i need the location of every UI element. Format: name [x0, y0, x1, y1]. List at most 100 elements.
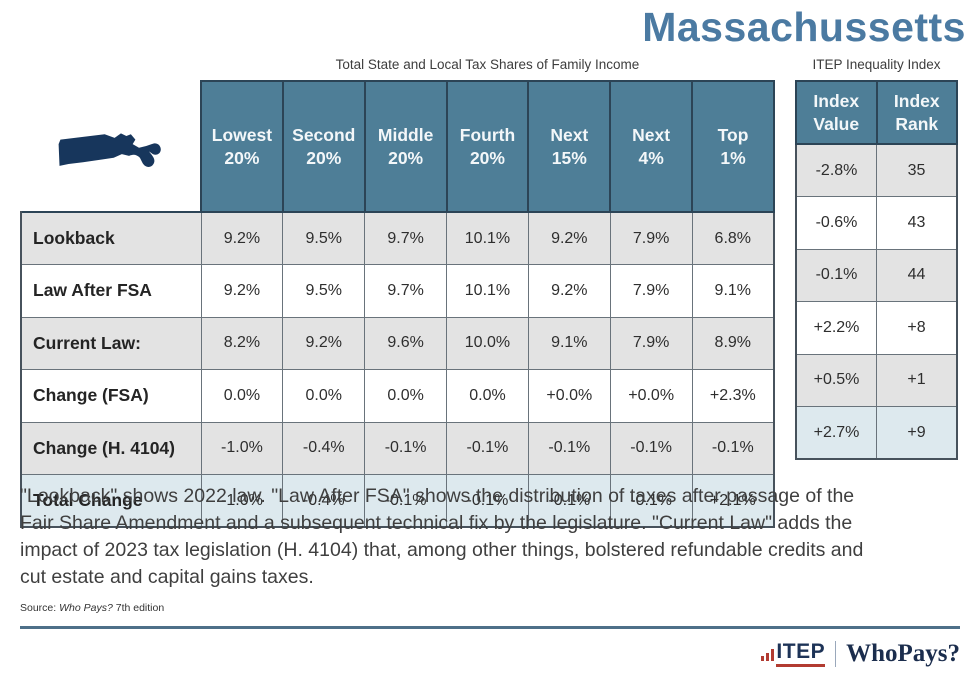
page-title: Massachussetts: [642, 4, 966, 50]
column-header: Lowest 20%: [200, 80, 284, 213]
column-header: Second 20%: [281, 80, 366, 213]
table-cell: 0.0%: [446, 369, 529, 423]
table-cell: 7.9%: [609, 211, 693, 265]
table-cell: -0.1%: [609, 421, 693, 475]
table-cell: 9.7%: [364, 211, 448, 265]
source-publication: Who Pays?: [59, 602, 113, 614]
table-row: -0.6% 43: [795, 196, 958, 250]
index-table: Index Value Index Rank -2.8% 35 -0.6% 43…: [795, 80, 958, 460]
index-rank-cell: +1: [876, 353, 958, 407]
itep-wordmark: ITEP: [776, 641, 826, 667]
table-cell: 6.8%: [691, 211, 775, 265]
table-cell: 9.2%: [527, 211, 611, 265]
table-cell: 9.6%: [364, 316, 448, 370]
table-cell: -0.1%: [364, 421, 448, 475]
table-cell: 8.2%: [200, 316, 284, 370]
table-cell: -0.1%: [446, 421, 529, 475]
source-suffix: 7th edition: [112, 602, 165, 614]
logo-separator: [835, 641, 837, 667]
index-rank-cell: 44: [876, 248, 958, 302]
index-rank-cell: 35: [876, 143, 958, 197]
index-value-cell: +2.2%: [795, 301, 877, 355]
table-cell: 10.1%: [446, 211, 529, 265]
index-value-cell: +0.5%: [795, 353, 877, 407]
column-header: Fourth 20%: [445, 80, 530, 213]
column-header: Next 15%: [527, 80, 612, 213]
itep-logo: ITEP: [761, 641, 826, 667]
row-label: Lookback: [20, 211, 202, 265]
table-cell: -0.4%: [282, 421, 366, 475]
table-cell: 9.7%: [364, 264, 448, 318]
table-caption-index: ITEP Inequality Index: [812, 57, 941, 72]
main-table: Lowest 20% Second 20% Middle 20% Fourth …: [20, 80, 775, 528]
table-cell: 0.0%: [282, 369, 366, 423]
table-row: Law After FSA 9.2% 9.5% 9.7% 10.1% 9.2% …: [20, 264, 775, 318]
table-row: +0.5% +1: [795, 353, 958, 407]
source-prefix: Source:: [20, 602, 60, 614]
table-cell: 10.1%: [446, 264, 529, 318]
index-value-cell: -2.8%: [795, 143, 877, 197]
table-row: Lookback 9.2% 9.5% 9.7% 10.1% 9.2% 7.9% …: [20, 211, 775, 265]
table-caption-main: Total State and Local Tax Shares of Fami…: [335, 57, 640, 72]
table-cell: 0.0%: [200, 369, 284, 423]
itep-bars-icon: [761, 649, 775, 667]
table-cell: -0.1%: [691, 421, 775, 475]
table-row: Change (H. 4104) -1.0% -0.4% -0.1% -0.1%…: [20, 421, 775, 475]
index-value-cell: -0.6%: [795, 196, 877, 250]
index-header-row: Index Value Index Rank: [795, 80, 958, 145]
footnote: "Lookback" shows 2022 law. "Law After FS…: [20, 485, 864, 588]
index-rank-cell: 43: [876, 196, 958, 250]
header-row: Lowest 20% Second 20% Middle 20% Fourth …: [21, 80, 775, 213]
table-cell: -0.1%: [609, 474, 693, 528]
table-cell: +2.3%: [691, 369, 775, 423]
whopays-wordmark: WhoPays?: [846, 640, 960, 667]
table-row: -0.1% 44: [795, 248, 958, 302]
row-label: Law After FSA: [20, 264, 202, 318]
source-line: Source: Who Pays? 7th edition: [20, 602, 164, 614]
table-cell: -0.4%: [282, 474, 366, 528]
row-label: Change (FSA): [20, 369, 202, 423]
table-cell: 8.9%: [691, 316, 775, 370]
table-cell: +2.1%: [691, 474, 775, 528]
table-row: +2.7% +9: [795, 406, 958, 460]
index-column-header: Index Rank: [875, 80, 958, 145]
table-cell: 0.0%: [364, 369, 448, 423]
table-cell: -0.1%: [446, 474, 529, 528]
row-label: Change (H. 4104): [20, 421, 202, 475]
footer-logos: ITEP WhoPays?: [761, 637, 960, 671]
table-row: +2.2% +8: [795, 301, 958, 355]
divider: [20, 626, 960, 629]
table-cell: 10.0%: [446, 316, 529, 370]
table-row: Total Change -1.0% -0.4% -0.1% -0.1% -0.…: [20, 474, 775, 528]
row-label: Total Change: [20, 474, 202, 528]
column-header: Middle 20%: [363, 80, 448, 213]
table-cell: 9.1%: [691, 264, 775, 318]
massachusetts-icon: [52, 105, 170, 187]
index-column-header: Index Value: [795, 80, 878, 145]
table-cell: 9.2%: [282, 316, 366, 370]
table-cell: 9.5%: [282, 211, 366, 265]
table-cell: +0.0%: [527, 369, 611, 423]
table-cell: 9.1%: [527, 316, 611, 370]
index-value-cell: +2.7%: [795, 406, 877, 460]
state-icon-cell: [21, 81, 201, 212]
table-cell: -0.1%: [527, 474, 611, 528]
table-cell: 9.2%: [527, 264, 611, 318]
column-header: Top 1%: [691, 80, 775, 213]
table-row: Change (FSA) 0.0% 0.0% 0.0% 0.0% +0.0% +…: [20, 369, 775, 423]
index-rank-cell: +8: [876, 301, 958, 355]
table-cell: -1.0%: [200, 421, 284, 475]
table-row: -2.8% 35: [795, 143, 958, 197]
column-header: Next 4%: [609, 80, 694, 213]
table-row: Current Law: 8.2% 9.2% 9.6% 10.0% 9.1% 7…: [20, 316, 775, 370]
table-cell: 9.2%: [200, 264, 284, 318]
table-cell: +0.0%: [609, 369, 693, 423]
row-label: Current Law:: [20, 316, 202, 370]
table-cell: 7.9%: [609, 316, 693, 370]
table-cell: 9.5%: [282, 264, 366, 318]
table-cell: -0.1%: [527, 421, 611, 475]
table-cell: 7.9%: [609, 264, 693, 318]
index-value-cell: -0.1%: [795, 248, 877, 302]
index-rank-cell: +9: [876, 406, 958, 460]
